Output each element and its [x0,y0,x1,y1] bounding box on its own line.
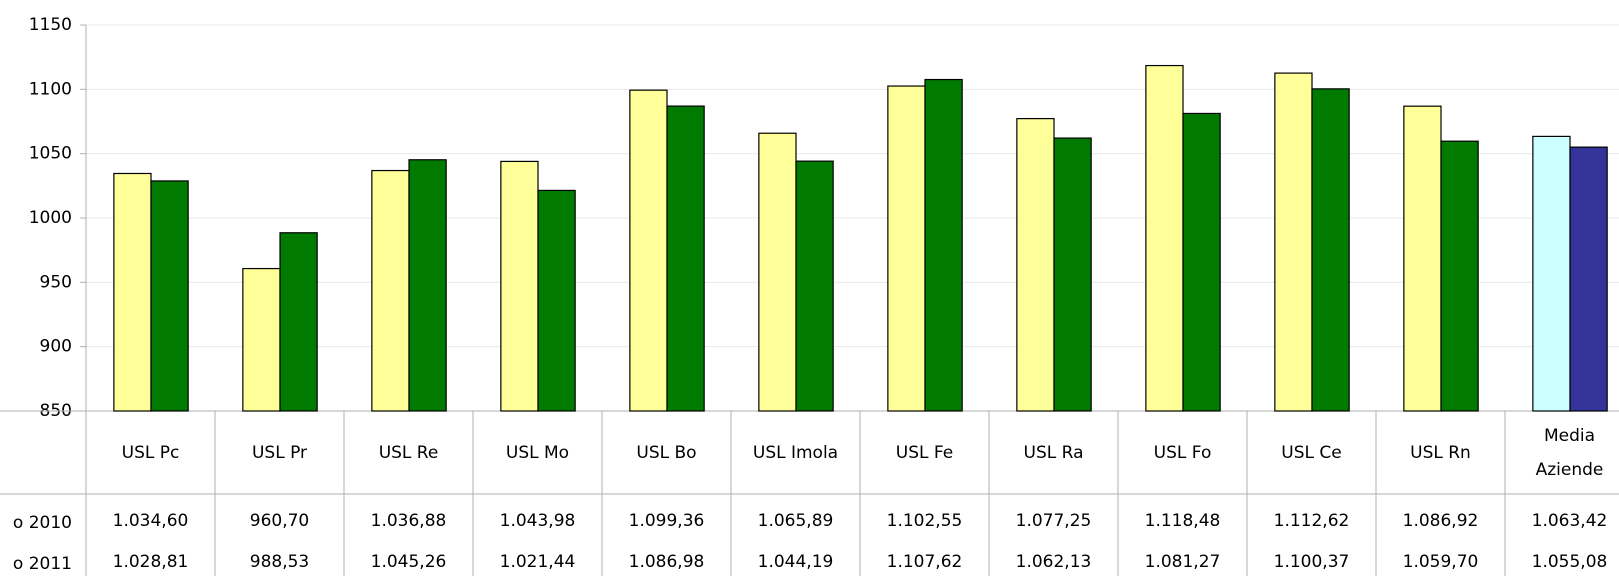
data-label: 1.043,98 [500,511,576,531]
category-cell: USL Rn [1376,411,1505,494]
data-label: 1.059,70 [1403,552,1479,572]
data-label: 1.045,26 [371,552,447,572]
x-tick-label: USL Ra [1023,442,1084,463]
x-tick-label: USL Pc [121,442,180,463]
data-label: 988,53 [250,552,309,572]
bar [1016,118,1055,412]
bar [629,89,668,412]
x-tick-label: USL Imola [752,442,839,463]
bar [1274,72,1313,412]
x-tick-label: USL Rn [1410,442,1471,463]
y-tick-label: 1150 [29,15,72,35]
category-cell: USL Pr [215,411,344,494]
legend-label: o 2010 [13,513,72,533]
data-label: 1.086,98 [629,552,705,572]
bar [666,105,705,412]
data-label: 1.028,81 [113,552,189,572]
data-label: 1.099,36 [629,511,705,531]
data-label: 1.102,55 [887,511,963,531]
x-tick-label: USL Re [378,442,439,463]
data-label: 1.055,08 [1532,552,1608,572]
bar [408,159,447,412]
data-label: 960,70 [250,511,309,531]
category-box: USL Imola [731,411,860,494]
bar [1440,140,1479,412]
bar [1053,137,1092,412]
category-cell: USL Ra [989,411,1118,494]
bar [279,232,318,412]
category-box: USL Pc [86,411,215,494]
data-label: 1.062,13 [1016,552,1092,572]
bar [537,189,576,412]
bar [887,85,926,412]
data-label: 1.063,42 [1532,511,1608,531]
data-label: 1.077,25 [1016,511,1092,531]
data-label: 1.118,48 [1145,511,1221,531]
category-cell: USL Fe [860,411,989,494]
y-tick-label: 1050 [29,144,72,164]
bar [500,160,539,412]
category-box: USL Bo [602,411,731,494]
x-tick-label: Media Aziende [1535,425,1604,480]
category-box: USL Ce [1247,411,1376,494]
bar [242,267,281,412]
bar [150,180,189,412]
bar [113,172,152,412]
data-label: 1.065,89 [758,511,834,531]
category-cell: Media Aziende [1505,411,1619,494]
bar [1182,112,1221,412]
category-box: USL Re [344,411,473,494]
x-tick-label: USL Fe [895,442,954,463]
x-tick-label: USL Bo [636,442,697,463]
y-tick-label: 1000 [29,208,72,228]
category-cell: USL Imola [731,411,860,494]
data-label: 1.036,88 [371,511,447,531]
data-label: 1.044,19 [758,552,834,572]
x-tick-label: USL Ce [1281,442,1342,463]
y-tick-label: 950 [40,272,72,292]
bar [1403,105,1442,412]
category-box: USL Fo [1118,411,1247,494]
bar [758,132,797,412]
x-tick-label: USL Pr [251,442,308,463]
data-label: 1.086,92 [1403,511,1479,531]
bar [1569,146,1608,412]
x-tick-label: USL Mo [505,442,570,463]
category-box: USL Fe [860,411,989,494]
bar [924,78,963,412]
category-cell: USL Re [344,411,473,494]
data-label: 1.081,27 [1145,552,1221,572]
data-label: 1.021,44 [500,552,576,572]
category-cell: USL Bo [602,411,731,494]
category-box: Media Aziende [1505,411,1619,494]
y-tick-label: 1100 [29,79,72,99]
category-cell: USL Mo [473,411,602,494]
bar [371,169,410,412]
legend-label: o 2011 [13,554,72,574]
category-box: USL Mo [473,411,602,494]
category-box: USL Rn [1376,411,1505,494]
data-label: 1.112,62 [1274,511,1350,531]
category-cell: USL Fo [1118,411,1247,494]
y-tick-label: 900 [40,337,72,357]
data-label: 1.100,37 [1274,552,1350,572]
bar [795,160,834,412]
category-box: USL Ra [989,411,1118,494]
bar [1532,135,1571,412]
category-cell: USL Ce [1247,411,1376,494]
x-tick-label: USL Fo [1153,442,1212,463]
category-box: USL Pr [215,411,344,494]
bar [1145,64,1184,412]
bar [1311,88,1350,412]
category-cell: USL Pc [86,411,215,494]
data-label: 1.034,60 [113,511,189,531]
data-label: 1.107,62 [887,552,963,572]
